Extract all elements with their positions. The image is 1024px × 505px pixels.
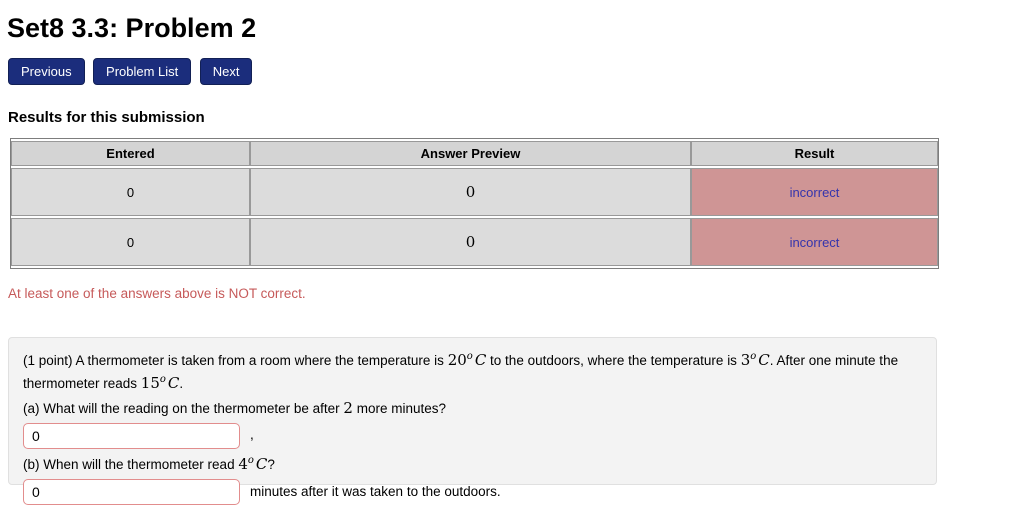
answer-preview-value: 0 <box>250 168 691 216</box>
next-button[interactable]: Next <box>199 58 253 85</box>
answer-preview-value: 0 <box>250 218 691 266</box>
table-row: 0 0 incorrect <box>11 168 938 216</box>
math-temp-3C: 3o C <box>740 351 770 369</box>
previous-button[interactable]: Previous <box>8 58 85 85</box>
problem-text: . <box>179 376 184 392</box>
answer-row-a: , <box>23 422 922 449</box>
math-temp-15C: 15o C <box>140 374 180 393</box>
question-a: (a) What will the reading on the thermom… <box>23 397 922 420</box>
answer-a-suffix: , <box>250 427 254 443</box>
answer-row-b: minutes after it was taken to the outdoo… <box>23 479 922 505</box>
results-heading: Results for this submission <box>8 109 205 126</box>
webwork-problem-page: Set8 3.3: Problem 2 Previous Problem Lis… <box>0 13 1024 505</box>
problem-text: (a) What will the reading on the thermom… <box>23 400 344 416</box>
problem-text: (b) When will the thermometer read <box>23 456 239 472</box>
problem-text: ? <box>267 456 275 472</box>
result-cell: incorrect <box>691 168 938 216</box>
problem-text: to the outdoors, where the temperature i… <box>486 353 741 368</box>
result-status: incorrect <box>789 184 840 200</box>
page-title: Set8 3.3: Problem 2 <box>7 13 257 43</box>
table-header-row: Entered Answer Preview Result <box>11 141 938 166</box>
problem-text: more minutes? <box>352 400 446 416</box>
math-temp-4C: 4o C <box>238 454 268 473</box>
result-cell: incorrect <box>691 218 938 266</box>
problem-nav: Previous Problem List Next <box>8 58 1024 85</box>
problem-list-button[interactable]: Problem List <box>93 58 192 85</box>
column-header-answer-preview: Answer Preview <box>250 141 691 166</box>
math-2: 2 <box>343 398 353 417</box>
question-b: (b) When will the thermometer read 4o C? <box>23 453 922 476</box>
result-status: incorrect <box>789 234 840 250</box>
incorrect-warning: At least one of the answers above is NOT… <box>8 286 306 301</box>
math-temp-20C: 20o C <box>447 351 487 369</box>
problem-intro: (1 point) A thermometer is taken from a … <box>23 349 922 396</box>
column-header-result: Result <box>691 141 938 166</box>
entered-value: 0 <box>11 218 250 266</box>
problem-statement-box: (1 point) A thermometer is taken from a … <box>8 337 937 505</box>
problem-text: . After one minute the thermometer reads <box>23 353 899 392</box>
answer-b-suffix: minutes after it was taken to the outdoo… <box>250 483 501 499</box>
answer-input-b[interactable] <box>23 479 240 505</box>
table-row: 0 0 incorrect <box>11 218 938 266</box>
results-table: Entered Answer Preview Result 0 0 incorr… <box>10 138 939 269</box>
entered-value: 0 <box>11 168 250 216</box>
problem-text: (1 point) A thermometer is taken from a … <box>23 353 448 368</box>
column-header-entered: Entered <box>11 141 250 166</box>
answer-input-a[interactable] <box>23 422 240 449</box>
